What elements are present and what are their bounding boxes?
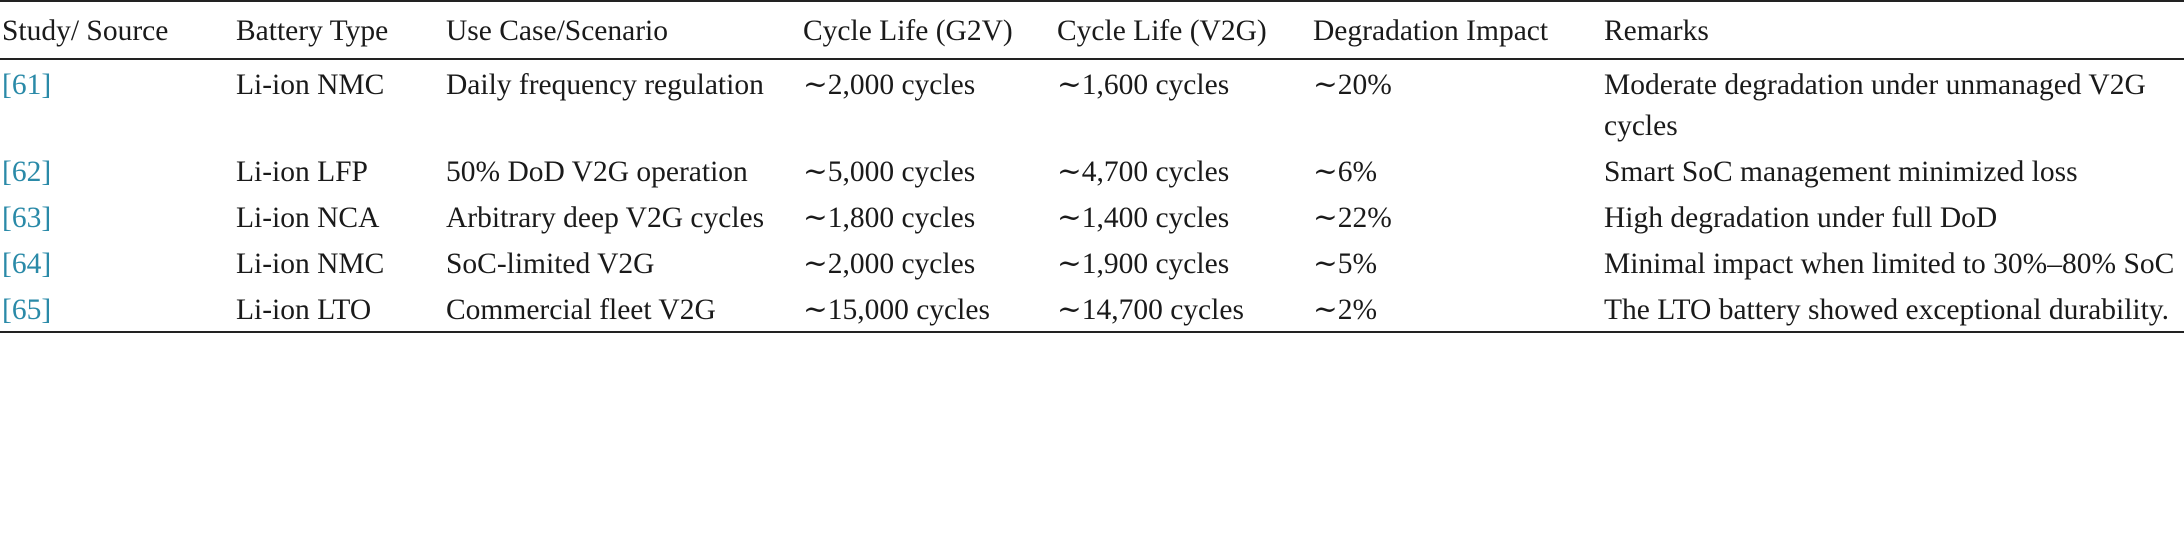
- source-cell: [62]: [0, 147, 236, 193]
- remarks-cell: Minimal impact when limited to 30%–80% S…: [1604, 248, 2175, 280]
- scenario-cell: Arbitrary deep V2G cycles: [446, 202, 765, 234]
- reference-link[interactable]: [61]: [2, 69, 52, 101]
- remarks-cell: High degradation under full DoD: [1604, 202, 1998, 234]
- header-remarks: Remarks: [1604, 15, 1709, 47]
- scenario-cell: 50% DoD V2G operation: [446, 156, 748, 188]
- battery-type-cell: Li-ion LFP: [236, 156, 368, 188]
- g2v-cycle-life-cell: ∼2,000 cycles: [803, 69, 976, 101]
- g2v-cycle-life-cell: ∼2,000 cycles: [803, 248, 976, 280]
- reference-link[interactable]: [62]: [2, 156, 52, 188]
- header-row: Study/ Source Battery Type Use Case/Scen…: [0, 1, 2184, 59]
- header-cycle-life-g2v: Cycle Life (G2V): [803, 15, 1013, 47]
- source-cell: [65]: [0, 285, 236, 332]
- table-row: [61] Li-ion NMC Daily frequency regulati…: [0, 59, 2184, 147]
- scenario-cell: SoC-limited V2G: [446, 248, 655, 280]
- battery-type-cell: Li-ion LTO: [236, 294, 372, 326]
- battery-type-cell: Li-ion NCA: [236, 202, 380, 234]
- header-study-source: Study/ Source: [2, 15, 169, 47]
- source-cell: [61]: [0, 59, 236, 147]
- reference-link[interactable]: [63]: [2, 202, 52, 234]
- g2v-cycle-life-cell: ∼15,000 cycles: [803, 294, 990, 326]
- g2v-cycle-life-cell: ∼5,000 cycles: [803, 156, 976, 188]
- header-cycle-life-v2g: Cycle Life (V2G): [1057, 15, 1267, 47]
- remarks-cell: Smart SoC management minimized loss: [1604, 156, 2078, 188]
- v2g-cycle-life-cell: ∼1,400 cycles: [1057, 202, 1230, 234]
- table-header: Study/ Source Battery Type Use Case/Scen…: [0, 1, 2184, 59]
- remarks-cell: Moderate degradation under unmanaged V2G…: [1604, 69, 2146, 142]
- v2g-cycle-life-cell: ∼14,700 cycles: [1057, 294, 1244, 326]
- degradation-impact-cell: ∼5%: [1313, 248, 1378, 280]
- v2g-cycle-life-cell: ∼4,700 cycles: [1057, 156, 1230, 188]
- degradation-impact-cell: ∼6%: [1313, 156, 1378, 188]
- scenario-cell: Daily frequency regulation: [446, 69, 764, 101]
- header-degradation-impact: Degradation Impact: [1313, 15, 1549, 47]
- source-cell: [64]: [0, 239, 236, 285]
- remarks-cell: The LTO battery showed exceptional durab…: [1604, 294, 2169, 326]
- header-use-case: Use Case/Scenario: [446, 15, 668, 47]
- g2v-cycle-life-cell: ∼1,800 cycles: [803, 202, 976, 234]
- reference-link[interactable]: [64]: [2, 248, 52, 280]
- v2g-cycle-life-cell: ∼1,900 cycles: [1057, 248, 1230, 280]
- table-row: [64] Li-ion NMC SoC-limited V2G ∼2,000 c…: [0, 239, 2184, 285]
- degradation-impact-cell: ∼22%: [1313, 202, 1392, 234]
- reference-link[interactable]: [65]: [2, 294, 52, 326]
- header-battery-type: Battery Type: [236, 15, 389, 47]
- degradation-impact-cell: ∼2%: [1313, 294, 1378, 326]
- table-body: [61] Li-ion NMC Daily frequency regulati…: [0, 59, 2184, 332]
- table-row: [63] Li-ion NCA Arbitrary deep V2G cycle…: [0, 193, 2184, 239]
- v2g-cycle-life-cell: ∼1,600 cycles: [1057, 69, 1230, 101]
- table-row: [65] Li-ion LTO Commercial fleet V2G ∼15…: [0, 285, 2184, 332]
- scenario-cell: Commercial fleet V2G: [446, 294, 716, 326]
- degradation-impact-cell: ∼20%: [1313, 69, 1392, 101]
- battery-type-cell: Li-ion NMC: [236, 69, 385, 101]
- battery-degradation-table: Study/ Source Battery Type Use Case/Scen…: [0, 1, 2184, 332]
- battery-type-cell: Li-ion NMC: [236, 248, 385, 280]
- source-cell: [63]: [0, 193, 236, 239]
- table-row: [62] Li-ion LFP 50% DoD V2G operation ∼5…: [0, 147, 2184, 193]
